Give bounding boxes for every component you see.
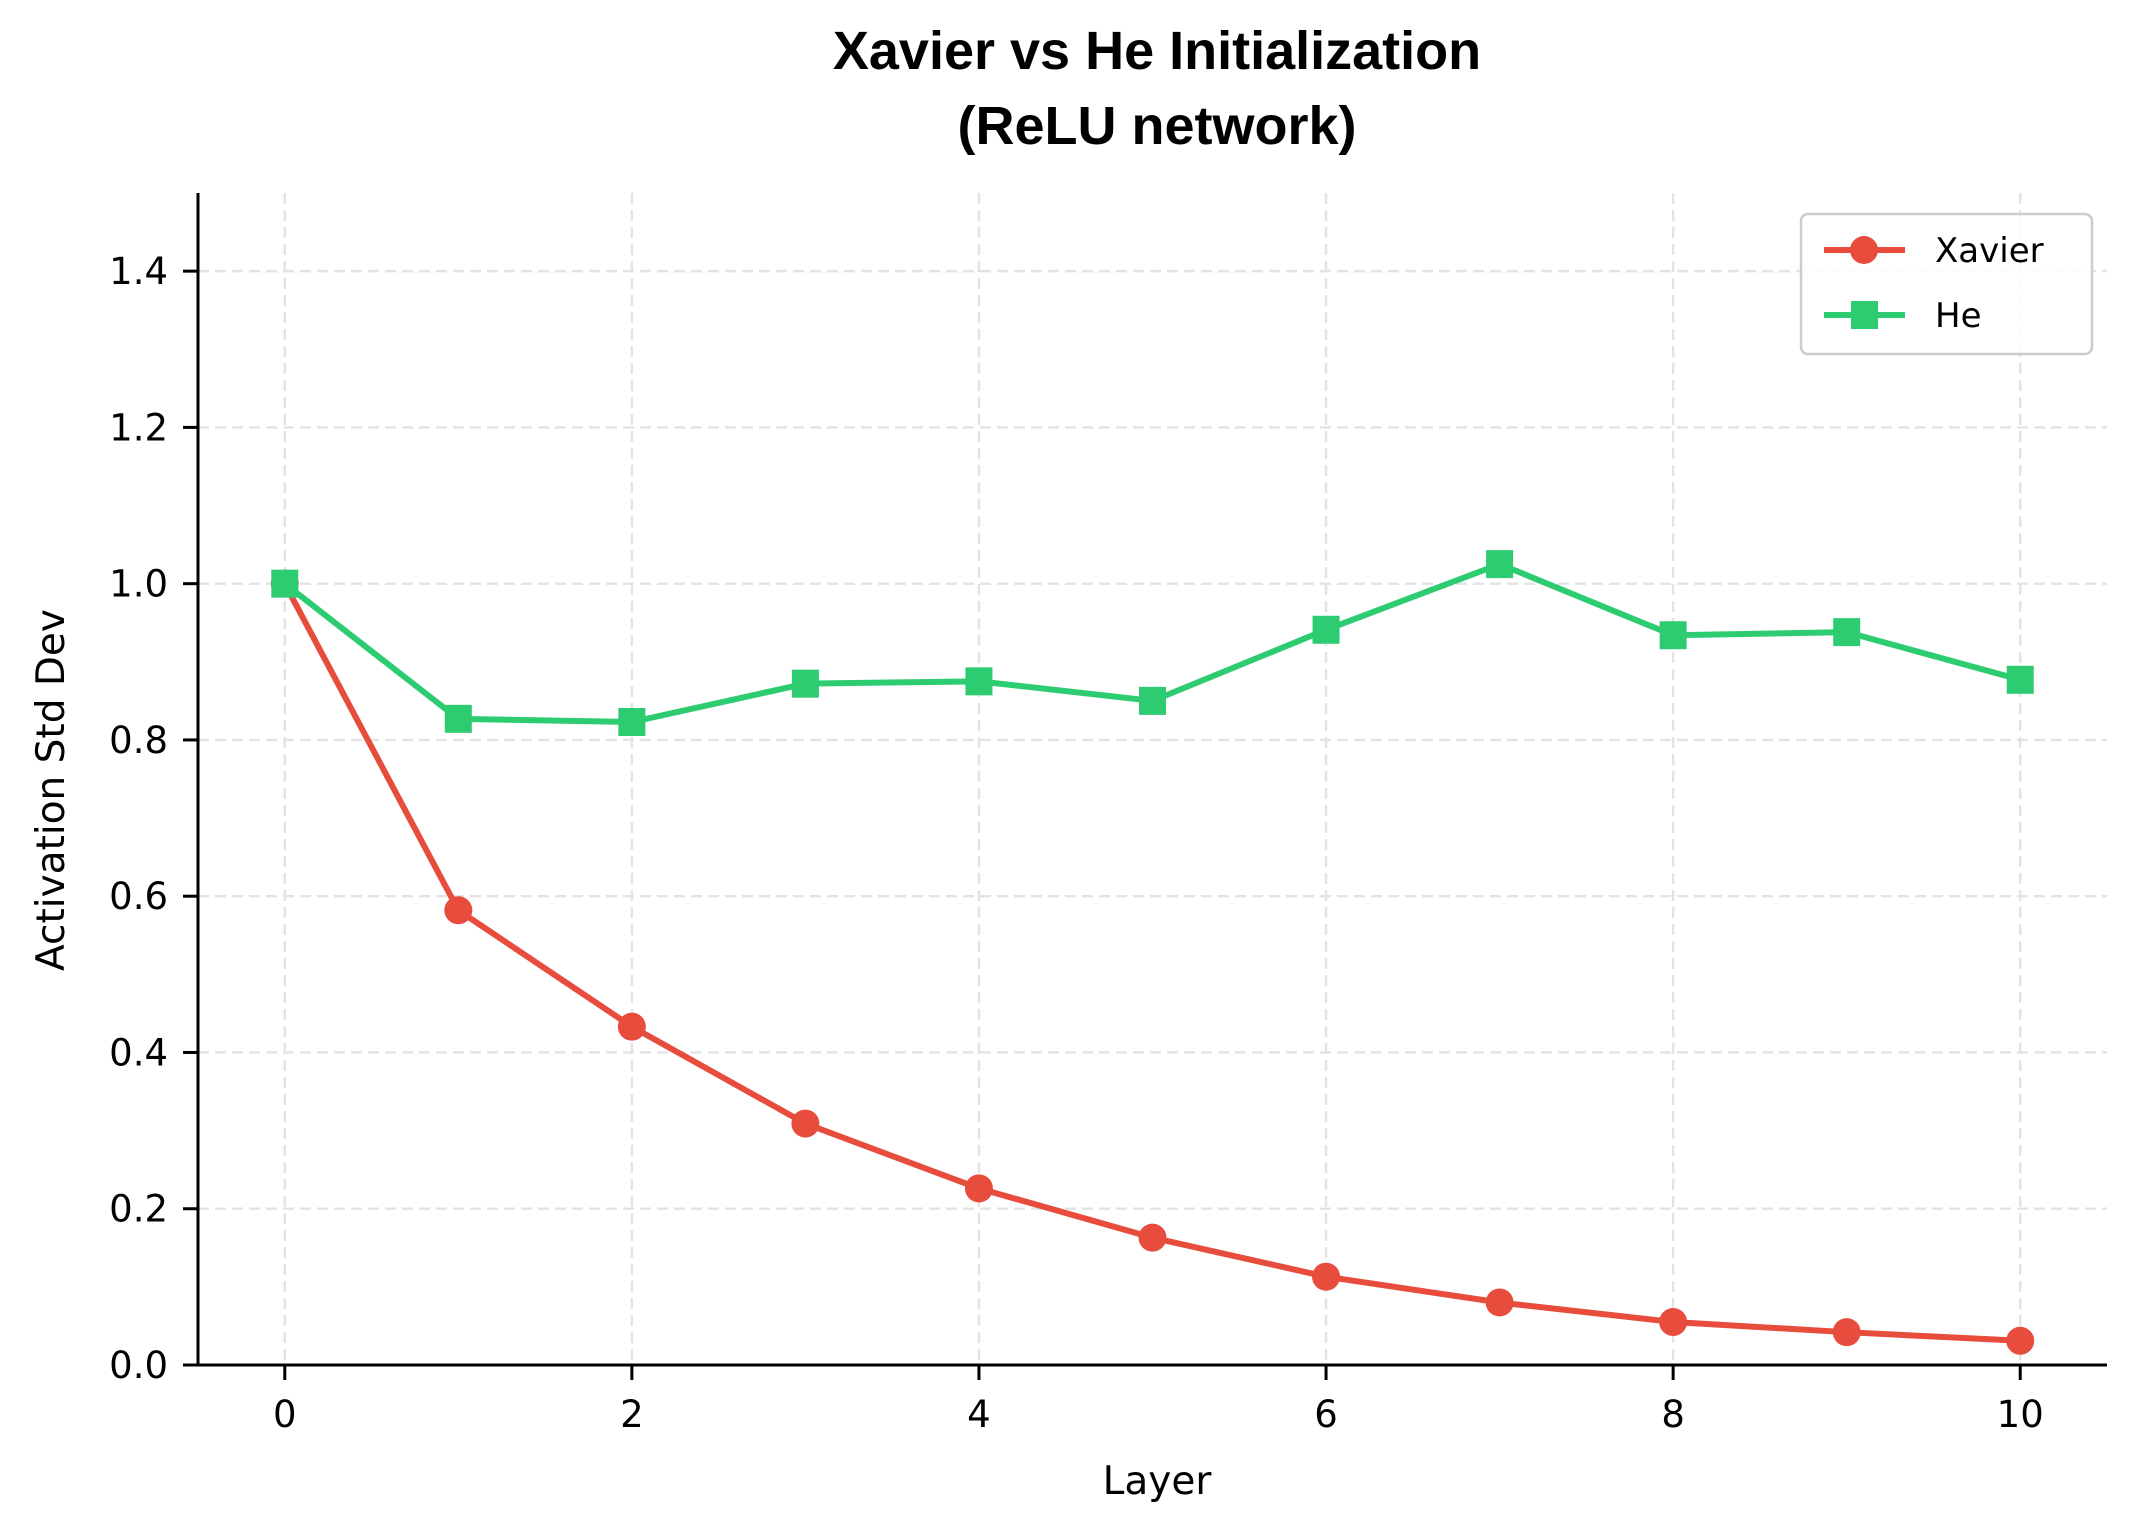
x-tick-label: 10 [1997, 1393, 2044, 1436]
chart-title-line-2: (ReLU network) [957, 96, 1356, 156]
data-point-circle-marker [2006, 1326, 2035, 1355]
data-point-circle-marker [617, 1012, 646, 1041]
legend-item-xavier: Xavier [1824, 231, 2044, 271]
y-tick-label: 0.0 [109, 1344, 168, 1387]
y-axis-ticks: 0.0 0.2 0.4 0.6 0.8 1.0 1.2 1.4 [109, 250, 198, 1387]
data-point-square-marker [271, 569, 299, 598]
legend-item-he: He [1824, 296, 1981, 336]
data-point-square-marker [618, 707, 646, 736]
y-tick-label: 0.8 [109, 719, 168, 762]
data-point-square-marker [965, 667, 993, 696]
y-tick-label: 0.2 [109, 1188, 168, 1231]
series-he [271, 550, 2034, 736]
y-tick-label: 1.4 [109, 250, 168, 293]
chart-title-line-1: Xavier vs He Initialization [833, 21, 1481, 81]
legend-he-square-marker-icon [1851, 301, 1878, 329]
data-series [270, 550, 2035, 1355]
data-point-circle-marker [964, 1174, 993, 1203]
x-tick-label: 8 [1661, 1393, 1685, 1436]
legend-label-xavier: Xavier [1935, 231, 2044, 271]
chart-title: Xavier vs He Initialization (ReLU networ… [833, 21, 1481, 156]
y-tick-label: 0.6 [109, 875, 168, 918]
x-tick-label: 6 [1314, 1393, 1338, 1436]
x-axis-ticks: 0 2 4 6 8 10 [273, 1365, 2044, 1436]
data-point-circle-marker [1312, 1262, 1341, 1291]
data-point-square-marker [1659, 621, 1687, 650]
data-point-circle-marker [1659, 1308, 1688, 1337]
y-tick-label: 0.4 [109, 1031, 168, 1074]
data-point-square-marker [1312, 615, 1340, 644]
x-tick-label: 0 [273, 1393, 297, 1436]
x-axis-label: Layer [1103, 1459, 1213, 1504]
data-point-circle-marker [1832, 1318, 1861, 1347]
legend: Xavier He [1799, 212, 2094, 356]
axes [196, 193, 2107, 1367]
data-point-square-marker [791, 669, 819, 698]
y-tick-label: 1.0 [109, 563, 168, 606]
data-point-circle-marker [444, 896, 473, 925]
y-tick-label: 1.2 [109, 406, 168, 449]
data-point-square-marker [2006, 665, 2034, 694]
data-point-square-marker [1833, 618, 1861, 647]
y-axis-label: Activation Std Dev [29, 609, 74, 971]
data-point-circle-marker [1485, 1288, 1514, 1317]
legend-label-he: He [1935, 296, 1981, 336]
data-point-square-marker [1486, 550, 1514, 579]
x-tick-label: 4 [967, 1393, 991, 1436]
x-tick-label: 2 [620, 1393, 644, 1436]
data-point-square-marker [1139, 686, 1166, 715]
data-point-square-marker [444, 704, 472, 733]
legend-xavier-circle-marker-icon [1850, 236, 1878, 264]
grid-lines [198, 193, 2107, 1367]
data-point-circle-marker [791, 1109, 820, 1138]
data-point-circle-marker [1138, 1223, 1167, 1252]
